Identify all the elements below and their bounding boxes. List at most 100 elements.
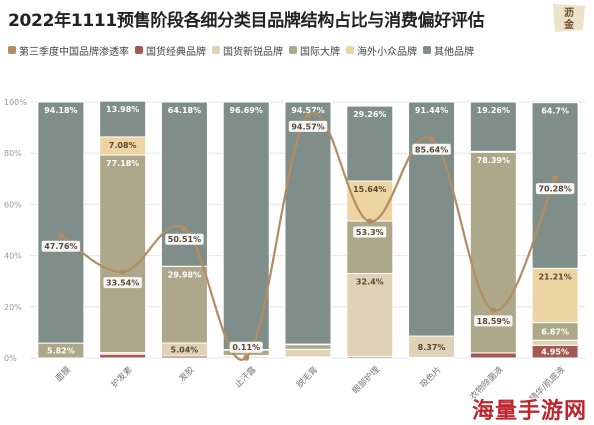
- y-tick-label: 100%: [4, 98, 27, 107]
- bar-segment-other: [222, 101, 270, 351]
- bar-value-label: 8.37%: [418, 343, 446, 352]
- legend-item-penetration: 第三季度中国品牌渗透率: [8, 43, 129, 58]
- bar-segment-domestic_classic: [469, 352, 517, 359]
- legend-swatch-other: [423, 46, 431, 54]
- bar-segment-other: [469, 101, 517, 152]
- bar-value-label: 96.69%: [230, 106, 263, 115]
- y-tick-label: 20%: [4, 303, 22, 312]
- penetration-value-label: 47.76%: [44, 242, 77, 251]
- penetration-value-label: 50.51%: [168, 235, 201, 244]
- bar-value-label: 4.95%: [541, 348, 569, 357]
- legend-swatch-penetration: [8, 46, 16, 54]
- penetration-label-bg: [229, 341, 263, 353]
- stacked-bar-chart: 0% 20% 40% 60% 80% 100% 5.82% 94.18% 面膜 77.18% 7.0…: [4, 98, 586, 404]
- penetration-point: [366, 218, 373, 225]
- bar-segment-other: [37, 101, 85, 344]
- penetration-value-label: 70.28%: [538, 185, 571, 194]
- penetration-label-group: 18.59%: [474, 315, 513, 327]
- legend-label-domestic_classic: 国货经典品牌: [146, 46, 206, 58]
- legend-label-international: 国际大牌: [300, 46, 340, 58]
- penetration-label-bg: [535, 183, 575, 195]
- penetration-label-group: 53.3%: [353, 226, 387, 238]
- x-tick-label: 吸色片: [418, 364, 444, 390]
- y-tick-label: 60%: [4, 200, 22, 209]
- legend-item-niche_overseas: 海外小众品牌: [346, 43, 417, 58]
- bar-segment-international: [99, 154, 147, 354]
- legend-label-other: 其他品牌: [434, 46, 474, 58]
- penetration-value-label: 53.3%: [356, 228, 384, 237]
- bar-value-label: 5.82%: [47, 347, 75, 356]
- bar-segment-domestic_new: [531, 339, 579, 346]
- penetration-label-bg: [288, 120, 328, 132]
- penetration-label-bg: [412, 143, 451, 155]
- penetration-label-bg: [103, 277, 142, 289]
- bar-segment-niche_overseas: [531, 267, 579, 324]
- legend-swatch-domestic_classic: [135, 46, 143, 54]
- brand-logo: 沥 金: [553, 4, 585, 32]
- penetration-value-label: 18.59%: [477, 317, 510, 326]
- bar-value-label: 5.04%: [171, 346, 199, 355]
- legend-item-international: 国际大牌: [289, 43, 340, 58]
- penetration-point: [119, 269, 126, 276]
- bar-value-label: 64.18%: [168, 106, 201, 115]
- bar-value-label: 21.21%: [538, 272, 571, 281]
- bar-value-label: 94.57%: [291, 106, 324, 115]
- penetration-label-group: 50.51%: [165, 233, 204, 245]
- bar-value-label: 64.7%: [541, 107, 569, 116]
- y-tick-label: 40%: [4, 252, 22, 261]
- bar-value-label: 94.18%: [44, 106, 77, 115]
- penetration-point: [181, 225, 188, 232]
- x-tick-label: 发胶: [177, 364, 197, 384]
- legend-item-domestic_new: 国货新锐品牌: [212, 43, 283, 58]
- bar-value-label: 13.98%: [106, 105, 139, 114]
- bar-value-label: 91.44%: [415, 106, 448, 115]
- penetration-point: [552, 175, 559, 182]
- legend-swatch-domestic_new: [212, 46, 220, 54]
- penetration-point: [305, 112, 311, 119]
- bar-value-label: 29.98%: [168, 270, 201, 279]
- penetration-point: [57, 232, 64, 239]
- x-tick-label: 眼部护理: [350, 364, 382, 396]
- x-tick-label: 面膜: [53, 364, 73, 384]
- penetration-point: [243, 354, 250, 361]
- bar-value-label: 32.4%: [356, 278, 384, 287]
- y-tick-label: 0%: [4, 354, 17, 363]
- x-tick-label: 护发素: [109, 364, 135, 390]
- penetration-label-group: 33.54%: [103, 277, 142, 289]
- penetration-value-label: 0.11%: [232, 343, 260, 352]
- bar-segment-domestic_classic: [99, 353, 147, 359]
- logo-text-line2: 金: [563, 18, 575, 31]
- bar-segment-international: [160, 265, 208, 344]
- chart-legend: 第三季度中国品牌渗透率 国货经典品牌 国货新锐品牌 国际大牌 海外小众品牌 其他品牌: [8, 42, 480, 58]
- x-tick-label: 脱毛膏: [294, 364, 320, 390]
- bar-value-label: 15.64%: [353, 185, 386, 194]
- legend-item-domestic_classic: 国货经典品牌: [135, 43, 206, 58]
- x-tick-label: 止汗露: [233, 364, 259, 390]
- legend-swatch-international: [289, 46, 297, 54]
- penetration-label-bg: [41, 240, 81, 252]
- penetration-label-bg: [474, 315, 513, 327]
- penetration-label-group: 94.57%: [288, 120, 328, 132]
- penetration-point: [490, 307, 497, 314]
- bar-value-label: 19.26%: [477, 106, 510, 115]
- bar-value-label: 6.87%: [541, 327, 569, 336]
- penetration-label-group: 70.28%: [535, 183, 575, 195]
- watermark: 海量手游网: [472, 399, 588, 424]
- penetration-point: [428, 135, 435, 142]
- penetration-label-bg: [165, 233, 204, 245]
- bar-segment-domestic_new: [284, 348, 332, 358]
- y-tick-label: 80%: [4, 149, 22, 158]
- penetration-label-bg: [353, 226, 387, 238]
- chart-title: 2022年1111预售阶段各细分类目品牌结构占比与消费偏好评估: [8, 11, 485, 31]
- legend-label-domestic_new: 国货新锐品牌: [223, 46, 283, 58]
- bar-segment-domestic_new: [346, 273, 394, 357]
- legend-swatch-niche_overseas: [346, 46, 354, 54]
- bar-segment-other: [284, 101, 332, 345]
- penetration-value-label: 85.64%: [415, 145, 448, 154]
- penetration-value-label: 33.54%: [106, 279, 139, 288]
- bar-segment-international: [284, 344, 332, 350]
- bar-value-label: 29.26%: [353, 110, 386, 119]
- bar-segment-other: [99, 100, 147, 138]
- bar-value-label: 7.08%: [109, 141, 137, 150]
- penetration-label-group: 85.64%: [412, 143, 451, 155]
